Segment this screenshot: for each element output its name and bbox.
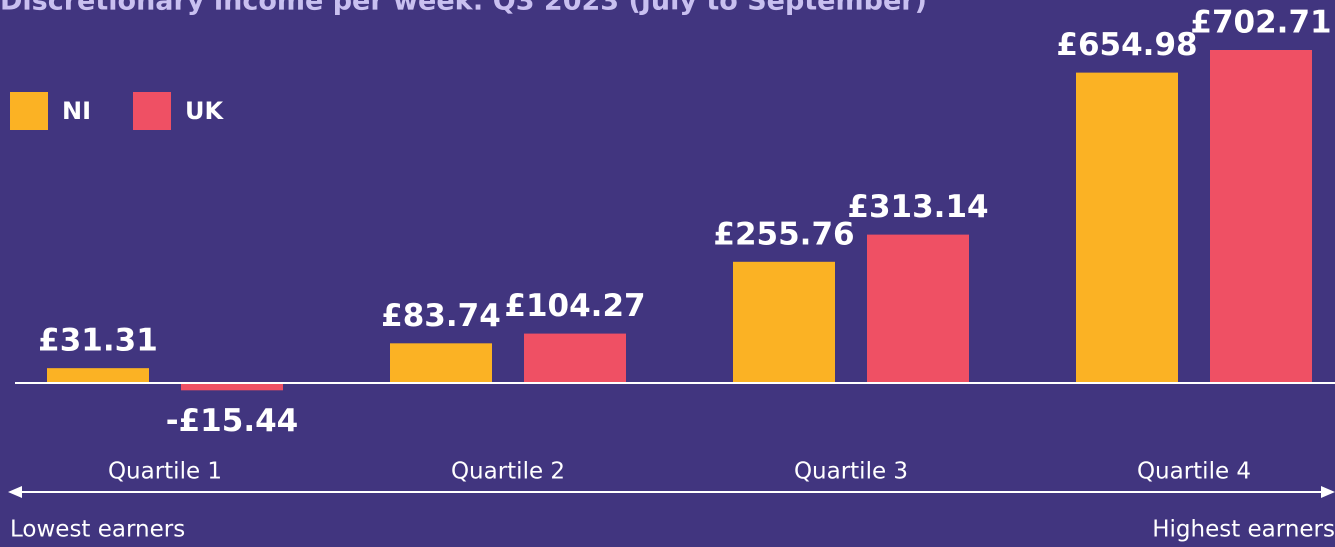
bar (181, 383, 283, 391)
arrow-head-left (8, 486, 22, 498)
bar (733, 261, 835, 383)
bar (524, 333, 626, 383)
bar (1210, 50, 1312, 383)
annotation-left: Lowest earners (10, 517, 185, 543)
value-label: £83.74 (381, 298, 501, 334)
x-tick-label: Quartile 4 (1137, 459, 1251, 485)
annotation-right: Highest earners (1152, 517, 1335, 543)
bar (867, 234, 969, 383)
value-label: -£15.44 (166, 403, 299, 439)
arrow-head-right (1321, 486, 1335, 498)
x-tick-label: Quartile 1 (108, 459, 222, 485)
bar (390, 343, 492, 383)
x-tick-label: Quartile 3 (794, 459, 908, 485)
legend-swatch (133, 92, 171, 130)
value-label: £702.71 (1190, 5, 1331, 41)
bar (47, 368, 149, 383)
value-label: £31.31 (38, 323, 158, 359)
legend-label: UK (185, 97, 224, 125)
value-label: £313.14 (847, 189, 988, 225)
chart-title: Discretionary income per week: Q3 2023 (… (0, 0, 927, 17)
legend-swatch (10, 92, 48, 130)
value-label: £654.98 (1056, 27, 1197, 63)
value-label: £255.76 (713, 216, 854, 252)
legend-label: NI (62, 97, 91, 125)
value-label: £104.27 (504, 288, 645, 324)
bar (1076, 72, 1178, 383)
x-tick-label: Quartile 2 (451, 459, 565, 485)
